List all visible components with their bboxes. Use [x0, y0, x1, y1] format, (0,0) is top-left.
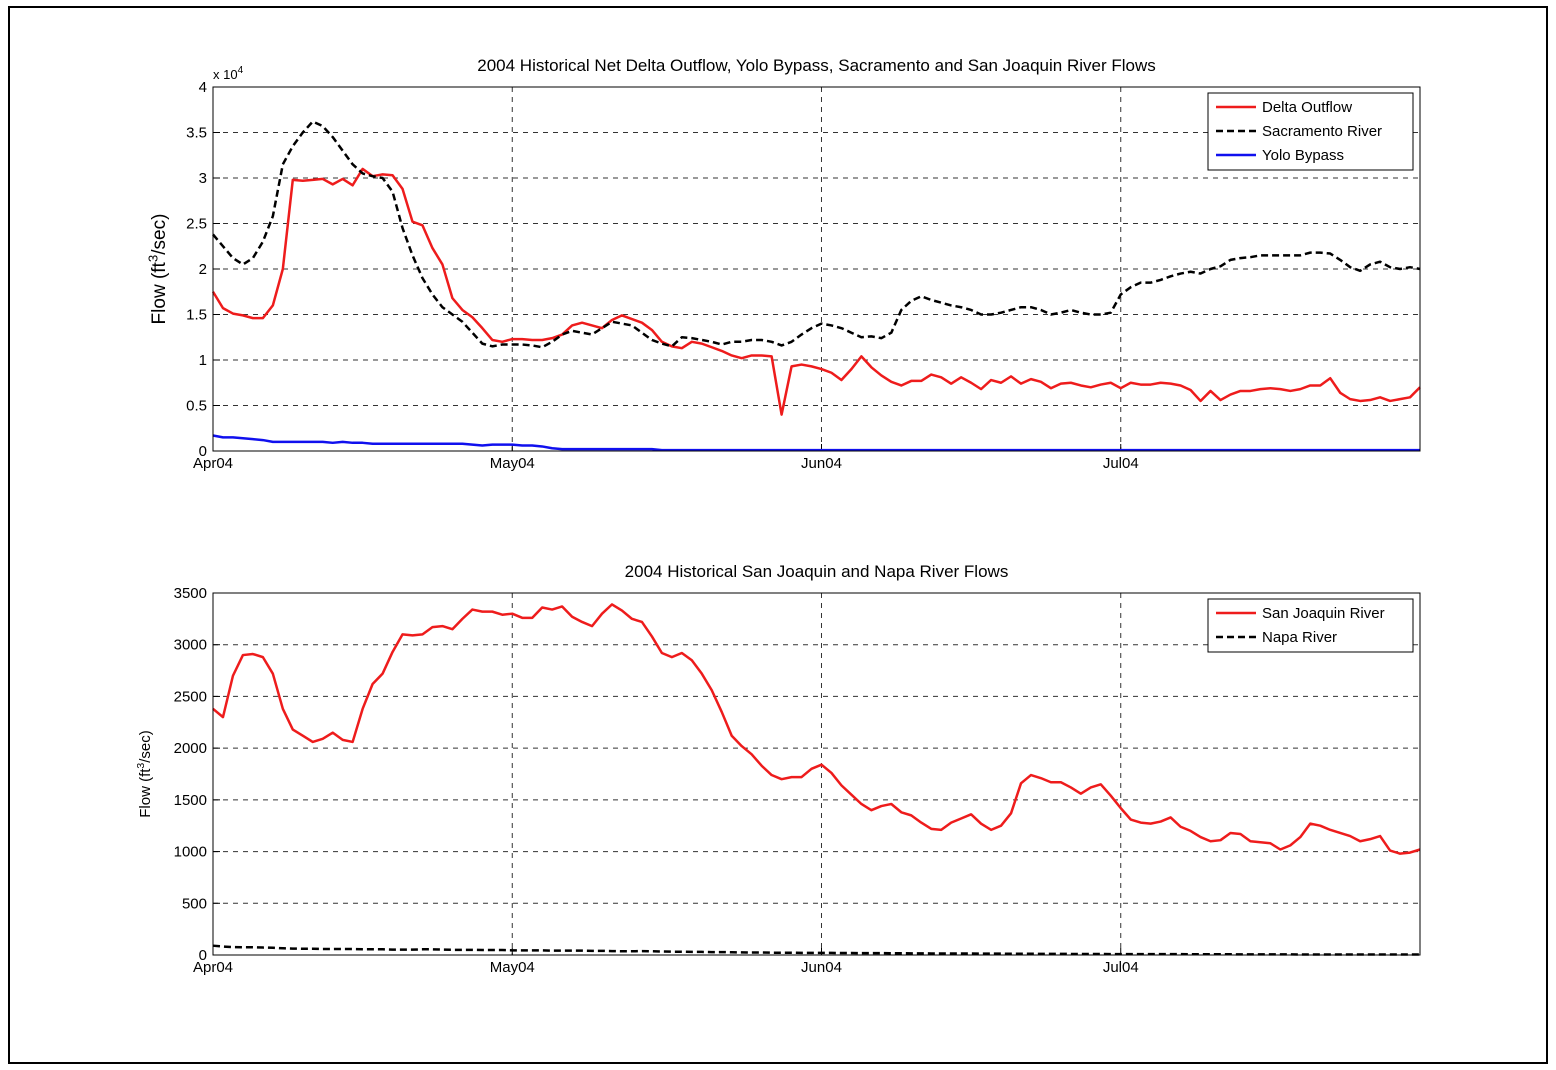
y-tick-label: 3000 — [174, 637, 207, 654]
y-tick-label: 0.5 — [186, 398, 207, 415]
y-multiplier: x 104 — [213, 65, 244, 82]
legend-box — [1207, 598, 1414, 653]
y-tick-label: 0 — [199, 443, 207, 460]
y-tick-label: 0 — [199, 947, 207, 964]
series-line — [212, 603, 1421, 855]
series-line — [211, 167, 1421, 416]
x-tick-label: Jun04 — [801, 959, 842, 976]
y-multiplier-exponent: 4 — [238, 65, 244, 76]
y-axis-label-suffix: /sec) — [149, 214, 170, 255]
y-tick-label: 3500 — [174, 585, 207, 602]
y-axis-label: Flow (ft3/sec) — [135, 730, 154, 818]
chart-title: 2004 Historical Net Delta Outflow, Yolo … — [477, 56, 1155, 75]
y-axis-label-superscript: 3 — [145, 255, 160, 262]
y-tick-label: 2000 — [174, 740, 207, 757]
legend-label: San Joaquin River — [1262, 605, 1385, 622]
series-line — [212, 434, 1420, 452]
legend-label: Napa River — [1262, 629, 1337, 646]
chart-title: 2004 Historical San Joaquin and Napa Riv… — [625, 562, 1009, 581]
y-tick-label: 2.5 — [186, 216, 207, 233]
y-axis-label-suffix: /sec) — [137, 730, 154, 763]
x-tick-label: May04 — [490, 959, 535, 976]
y-tick-label: 1000 — [174, 844, 207, 861]
x-tick-label: Apr04 — [193, 455, 233, 472]
y-tick-label: 3 — [199, 170, 207, 187]
series-line — [212, 944, 1420, 956]
plot-area — [213, 593, 1420, 955]
y-tick-label: 3.5 — [186, 125, 207, 142]
axes-box — [212, 86, 1421, 452]
y-tick-label: 500 — [182, 895, 207, 912]
y-axis-label: Flow (ft3/sec) — [145, 214, 170, 325]
y-multiplier-base: x 10 — [213, 67, 238, 82]
axes-box — [212, 592, 1421, 956]
legend-label: Delta Outflow — [1262, 99, 1352, 116]
legend-label: Yolo Bypass — [1262, 147, 1344, 164]
x-tick-label: Jun04 — [801, 455, 842, 472]
y-axis-label-superscript: 3 — [135, 763, 147, 769]
y-tick-label: 1 — [199, 352, 207, 369]
y-tick-label: 2500 — [174, 688, 207, 705]
y-tick-label: 4 — [199, 79, 207, 96]
y-tick-label: 2 — [199, 261, 207, 278]
x-tick-label: May04 — [490, 455, 535, 472]
y-axis-label-text: Flow (ft — [149, 261, 170, 324]
y-tick-label: 1.5 — [186, 307, 207, 324]
x-tick-label: Apr04 — [193, 959, 233, 976]
x-tick-label: Jul04 — [1103, 959, 1139, 976]
y-axis-label-text: Flow (ft — [137, 768, 154, 818]
series-line — [212, 120, 1421, 349]
legend-label: Sacramento River — [1262, 123, 1382, 140]
x-tick-label: Jul04 — [1103, 455, 1139, 472]
y-tick-label: 1500 — [174, 792, 207, 809]
